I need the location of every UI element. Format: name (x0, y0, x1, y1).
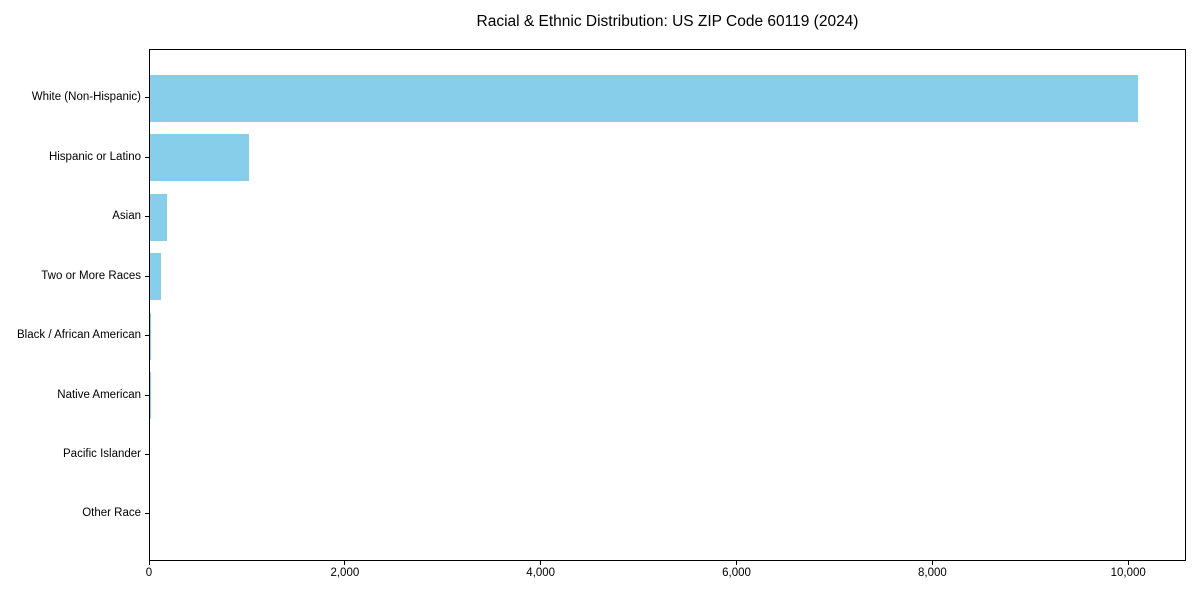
x-tick-label: 0 (145, 567, 153, 579)
y-axis-label: Hispanic or Latino (48, 150, 141, 163)
x-tick-mark (148, 561, 150, 565)
y-axis-label: Other Race (82, 507, 141, 520)
y-axis-label: Pacific Islander (63, 447, 141, 460)
x-tick-label: 10,000 (1110, 567, 1146, 579)
plot-area (149, 49, 1186, 561)
x-tick-mark (344, 561, 346, 565)
y-tick-mark (145, 97, 149, 99)
y-axis-label: Two or More Races (41, 269, 141, 282)
bar (150, 312, 151, 360)
x-tick-mark (736, 561, 738, 565)
y-axis-label: White (Non-Hispanic) (31, 91, 141, 104)
y-tick-mark (145, 216, 149, 218)
x-tick-label: 2,000 (330, 567, 360, 579)
y-tick-mark (145, 394, 149, 396)
y-tick-mark (145, 513, 149, 515)
y-axis-label: Asian (112, 210, 141, 223)
x-tick-mark (931, 561, 933, 565)
x-tick-label: 4,000 (526, 567, 556, 579)
y-tick-mark (145, 275, 149, 277)
x-tick-label: 6,000 (722, 567, 751, 579)
bar (150, 134, 249, 182)
x-tick-mark (540, 561, 542, 565)
bar (150, 253, 161, 301)
y-tick-mark (145, 156, 149, 158)
y-axis-label: Native American (57, 388, 141, 401)
bar (150, 193, 167, 241)
y-axis-label: Black / African American (17, 329, 141, 342)
y-tick-mark (145, 335, 149, 337)
bar (150, 74, 1139, 122)
x-tick-label: 8,000 (917, 567, 947, 579)
y-tick-mark (145, 453, 149, 455)
x-tick-mark (1127, 561, 1129, 565)
chart-title: Racial & Ethnic Distribution: US ZIP Cod… (476, 13, 859, 30)
